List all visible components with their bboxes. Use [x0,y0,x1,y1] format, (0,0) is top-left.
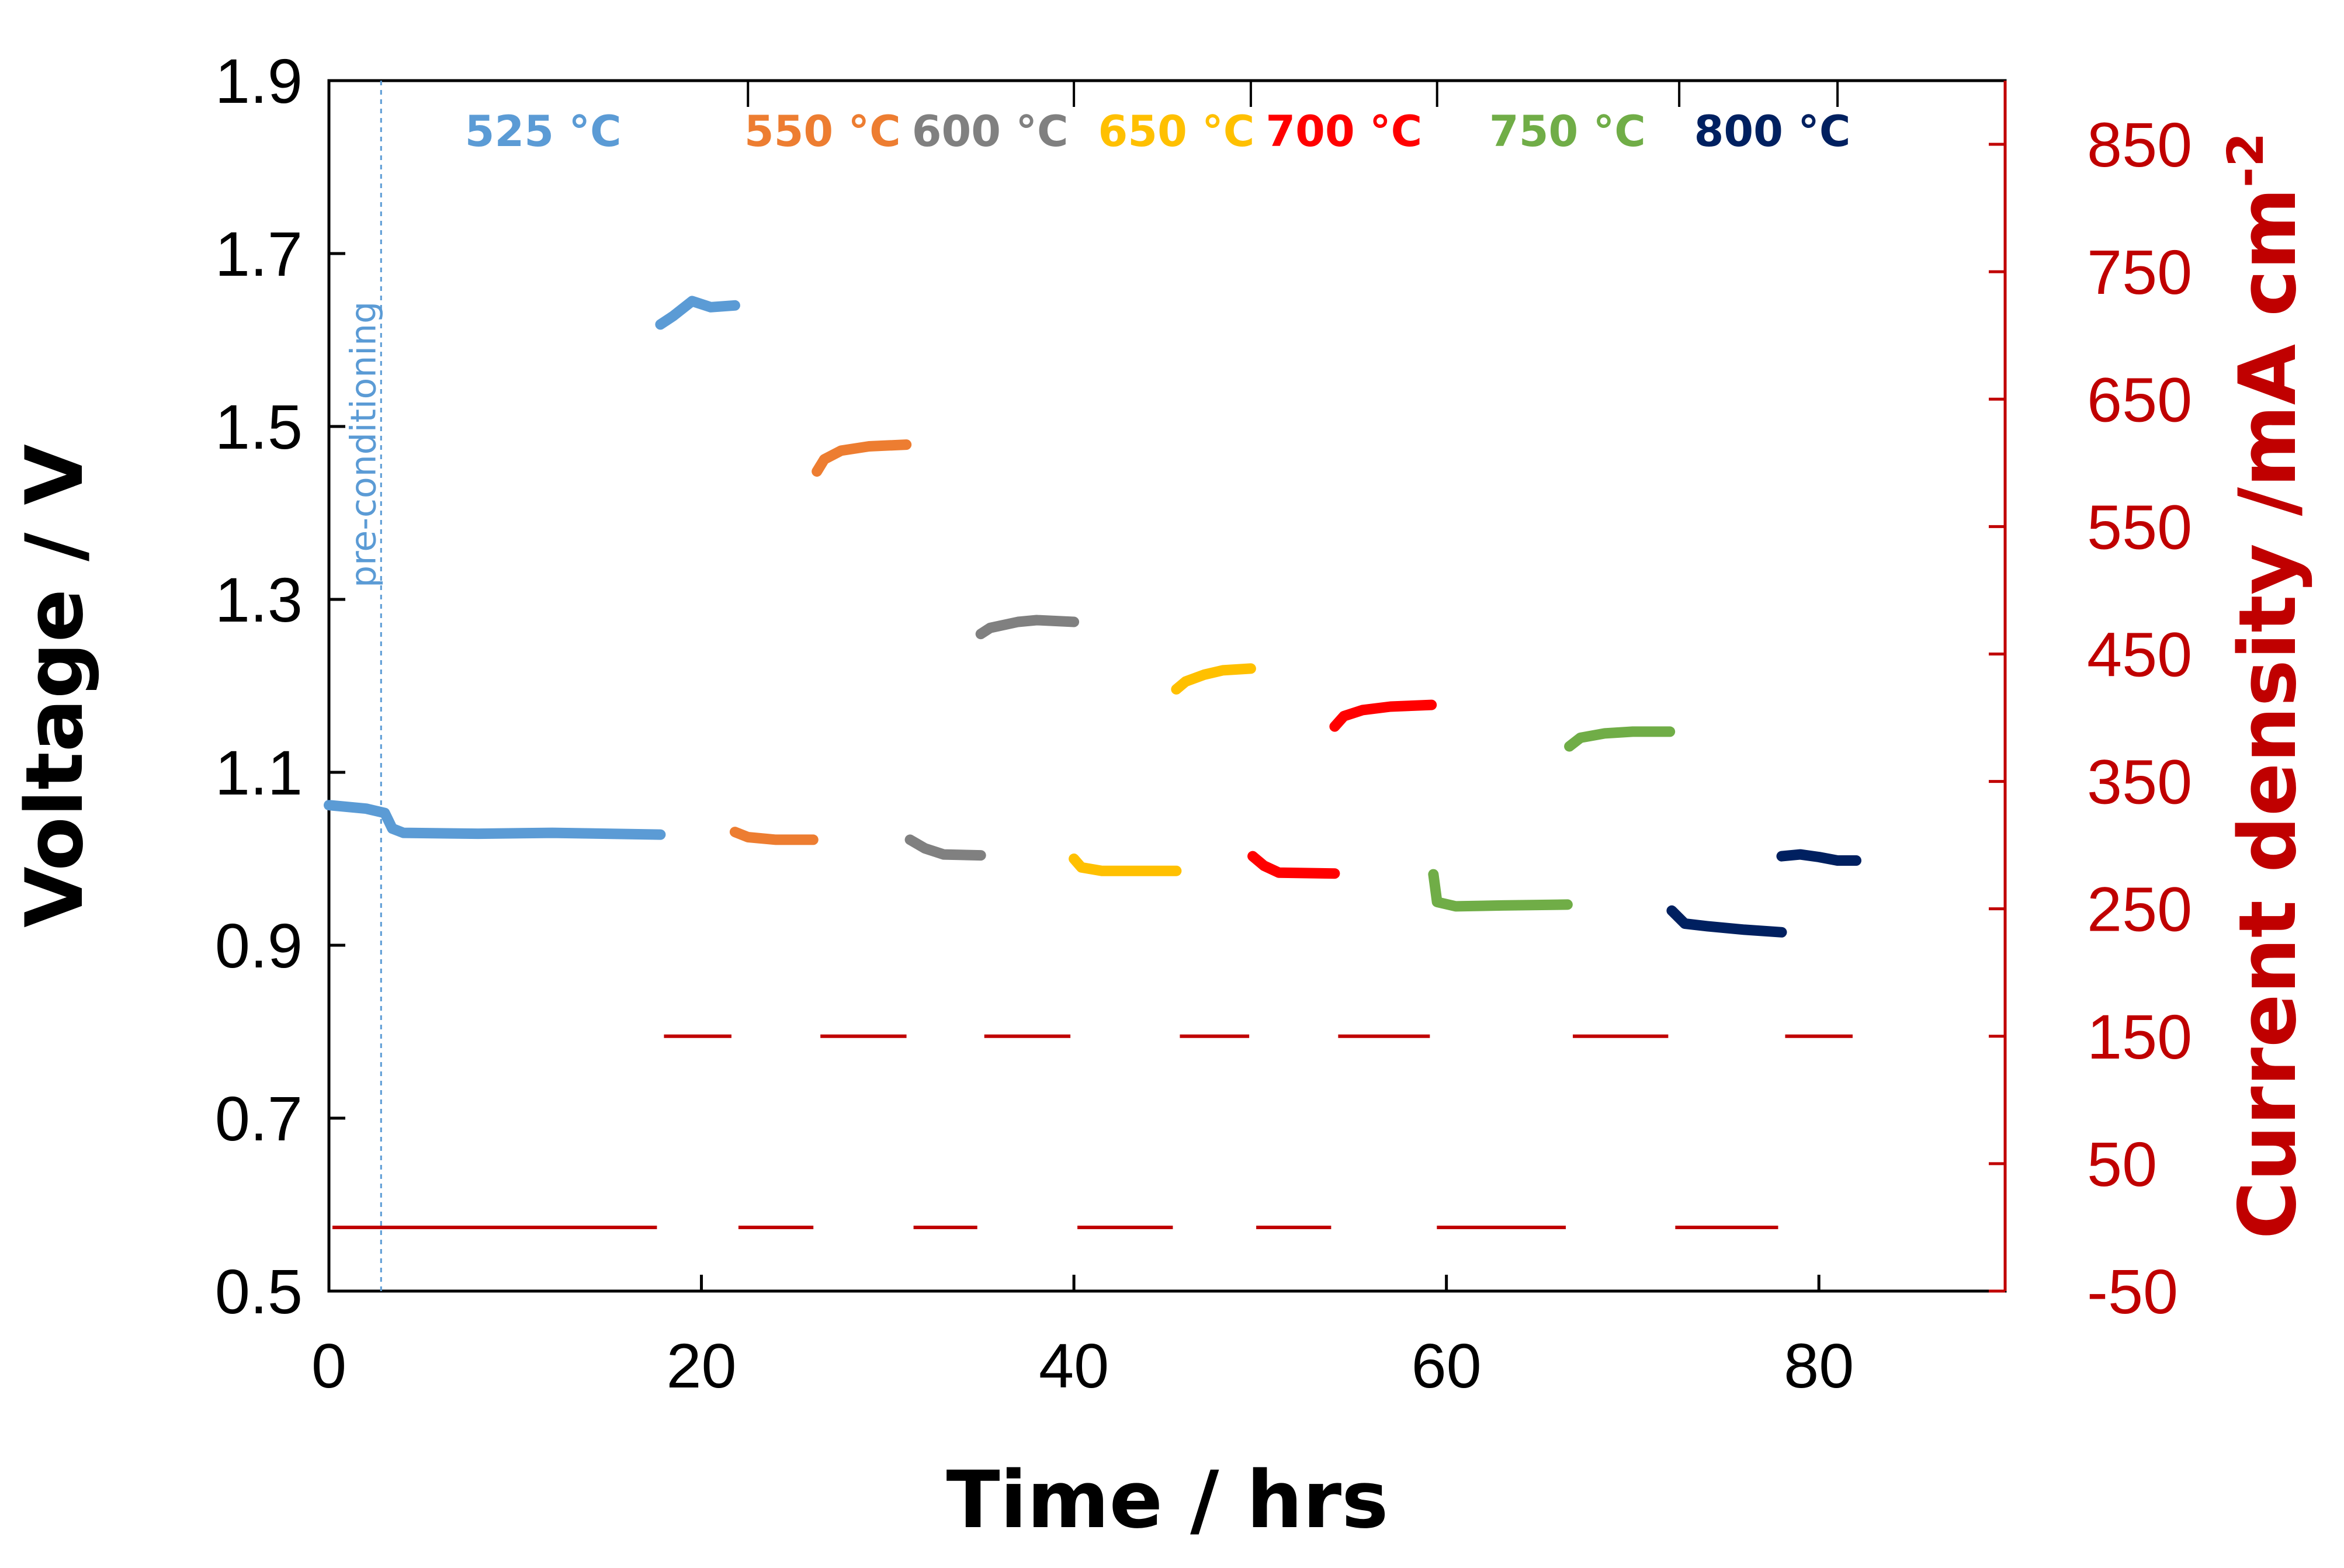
y2-tick-label: 250 [2087,874,2192,945]
y-tick-label: 1.5 [215,391,303,462]
voltage-series-line [1329,699,1437,732]
y-tick-label: 0.5 [215,1256,303,1327]
x-tick-label: 80 [1784,1330,1854,1401]
x-tick-label: 20 [666,1330,736,1401]
y2-tick-label: 550 [2087,491,2192,562]
y-tick-label: 0.9 [215,910,303,981]
temperature-label: 700 °C [1265,107,1422,157]
chart-labels: pre-conditioning 525 °C 550 °C 600 °C 650 °C… [343,107,1850,588]
y-tick-label: 1.3 [215,564,303,635]
y2-axis-title-superscript: -2 [2217,133,2275,188]
y-axis-title: Voltage / V [9,444,100,928]
data-marks [324,81,1861,1291]
axis-ticks: 0.5 0.7 0.9 1.1 1.3 1.5 1.7 1.9 -50 50 150 250 350 45… [215,46,2192,1401]
voltage-series-line [1428,869,1573,912]
y2-tick-label: 150 [2087,1001,2192,1072]
y2-tick-label: 750 [2087,237,2192,307]
x-tick-label: 40 [1039,1330,1109,1401]
voltage-series-line [904,834,986,861]
y2-tick-label: -50 [2087,1256,2178,1327]
y2-tick-label: 350 [2087,747,2192,817]
voltage-series-line [655,296,740,330]
y2-tick-label: 50 [2087,1129,2157,1199]
temperature-label: 525 °C [465,107,622,157]
x-tick-label: 0 [311,1330,346,1401]
voltage-series-line [1069,854,1182,876]
voltage-series-line [1776,849,1861,866]
voltage-series-line [1564,726,1676,752]
temperature-label: 650 °C [1098,107,1255,157]
temperature-label: 550 °C [744,107,901,157]
voltage-series-line [1666,905,1787,938]
y2-tick-label: 650 [2087,364,2192,435]
plot-area [327,79,2007,1293]
y-tick-label: 1.1 [215,737,303,808]
x-axis-title: Time / hrs [946,1454,1389,1546]
voltage-series-line [1247,851,1340,879]
temperature-label: 600 °C [912,107,1069,157]
y-tick-label: 1.9 [215,46,303,116]
temperature-label: 800 °C [1694,107,1851,157]
y2-axis-title: Current density /mA cm-2 [2217,133,2314,1240]
y-tick-label: 0.7 [215,1083,303,1154]
voltage-series-line [812,439,912,477]
voltage-series-line [1171,663,1256,695]
y-tick-label: 1.7 [215,218,303,289]
x-tick-label: 60 [1412,1330,1482,1401]
voltage-series-line [324,800,666,840]
preconditioning-label: pre-conditioning [343,301,384,588]
y2-tick-label: 850 [2087,109,2192,180]
temperature-label: 750 °C [1489,107,1646,157]
voltage-series-line [729,827,819,845]
voltage-series-line [975,615,1080,640]
y2-tick-label: 450 [2087,619,2192,689]
y2-axis-title-main: Current density /mA cm [2222,188,2314,1239]
